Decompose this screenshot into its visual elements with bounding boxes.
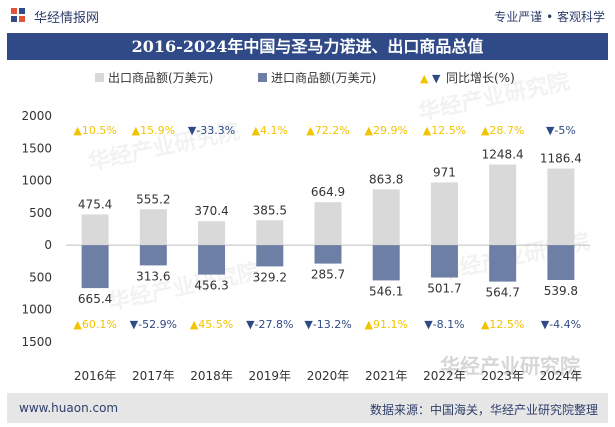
export-bar [372,189,400,246]
import-value-label: 501.7 [427,282,461,296]
export-bar [198,221,226,246]
import-bar [372,245,400,281]
chart-title: 2016-2024年中国与圣马力诺进、出口商品总值 [131,37,484,56]
x-tick-label: 2023年 [481,369,524,383]
x-tick-label: 2018年 [190,369,233,383]
export-growth-label: ▼-5% [546,124,576,137]
tagline: 专业严谨 • 客观科学 [494,10,605,24]
website-link[interactable]: www.huaon.com [19,401,119,415]
import-growth-label: ▲45.5% [190,318,233,331]
export-bar [314,202,342,246]
x-tick-label: 2019年 [249,369,292,383]
export-bar [139,209,167,246]
export-growth-label: ▼-33.3% [188,124,235,137]
import-bar [547,245,575,280]
chart-area: 出口商品额(万美元) 进口商品额(万美元) ▲ ▼ 同比增长(%) 华经产业研究院华经产… [21,68,591,383]
export-bar [547,168,575,246]
data-source: 数据来源：中国海关，华经产业研究院整理 [369,403,598,417]
title-bar: 2016-2024年中国与圣马力诺进、出口商品总值 [7,33,608,60]
export-value-label: 1186.4 [540,152,582,166]
y-tick-label: 1500 [21,141,52,155]
y-tick-label: 1500 [21,335,52,349]
x-tick-label: 2020年 [307,369,350,383]
import-value-label: 665.4 [78,292,112,306]
export-value-label: 971 [433,165,456,179]
watermark-text: 华经产业研究院 [440,354,580,378]
legend-export-swatch [95,73,104,82]
x-axis: 2016年 2017年 2018年 2019年 2020年 2021年 2022年 2023年… [74,369,582,383]
footer-bar: www.huaon.com 数据来源：中国海关，华经产业研究院整理 [7,393,608,423]
legend-growth-label: 同比增长(%) [446,71,515,85]
legend-import-swatch [258,73,267,82]
import-bar [256,245,284,267]
brand-name: 华经情报网 [34,11,100,26]
export-growth-label: ▲4.1% [252,124,288,137]
export-growth-label: ▲72.2% [306,124,349,137]
import-growth-label: ▲60.1% [73,318,116,331]
export-value-label: 475.4 [78,197,112,211]
export-bar [256,220,284,246]
import-bar [198,245,226,275]
x-tick-label: 2022年 [423,369,466,383]
export-growth-label: ▲12.5% [423,124,466,137]
export-value-label: 863.8 [369,172,403,186]
export-value-label: 370.4 [194,204,228,218]
import-growth-label: ▼-52.9% [130,318,177,331]
import-bar [314,245,342,264]
import-value-label: 539.8 [544,284,578,298]
y-tick-label: 1000 [21,303,52,317]
legend-export-label: 出口商品额(万美元) [108,70,213,85]
import-value-label: 313.6 [136,269,170,283]
brand-logo-icon [11,8,25,22]
export-growth-label: ▲29.9% [365,124,408,137]
y-tick-label: 500 [29,206,52,220]
import-value-label: 285.7 [311,268,345,282]
y-tick-label: 1000 [21,174,52,188]
import-value-label: 546.1 [369,284,403,298]
export-growth-label: ▲15.9% [132,124,175,137]
export-growth-label: ▲10.5% [73,124,116,137]
import-bar [430,245,458,278]
export-value-label: 385.5 [253,203,287,217]
export-value-label: 555.2 [136,192,170,206]
export-value-label: 664.9 [311,185,345,199]
legend-growth-down-icon: ▼ [432,72,441,85]
import-growth-label: ▼-13.2% [304,318,351,331]
export-value-label: 1248.4 [482,148,524,162]
import-growth-label: ▲12.5% [481,318,524,331]
x-tick-label: 2021年 [365,369,408,383]
export-growth-label: ▲28.7% [481,124,524,137]
watermark-text: 华经产业研究院 [106,258,262,315]
y-tick-label: 2000 [21,109,52,123]
import-bar [489,245,517,282]
export-bar [81,214,109,246]
import-value-label: 329.2 [253,270,287,284]
legend-growth-up-icon: ▲ [420,72,429,85]
x-tick-label: 2017年 [132,369,175,383]
legend-import-label: 进口商品额(万美元) [271,70,376,85]
import-bar [139,245,167,266]
import-growth-label: ▲91.1% [365,318,408,331]
import-growth-label: ▼-4.4% [541,318,581,331]
y-tick-label: 500 [29,270,52,284]
import-growth-label: ▼-27.8% [246,318,293,331]
value-labels: 475.4 665.4 ▲10.5% ▲60.1% 555.2 313.6 ▲15.9% ▼-… [73,124,581,331]
x-tick-label: 2016年 [74,369,117,383]
bars-layer [81,164,575,289]
header-bar: 华经情报网 专业严谨 • 客观科学 [0,0,615,32]
export-bar [489,164,517,246]
y-tick-label: 0 [44,238,52,252]
chart-legend: 出口商品额(万美元) 进口商品额(万美元) ▲ ▼ 同比增长(%) [95,70,515,85]
x-tick-label: 2024年 [540,369,583,383]
import-growth-label: ▼-8.1% [424,318,464,331]
export-bar [430,182,458,246]
import-value-label: 456.3 [194,279,228,293]
import-value-label: 564.7 [485,286,519,300]
import-bar [81,245,109,289]
